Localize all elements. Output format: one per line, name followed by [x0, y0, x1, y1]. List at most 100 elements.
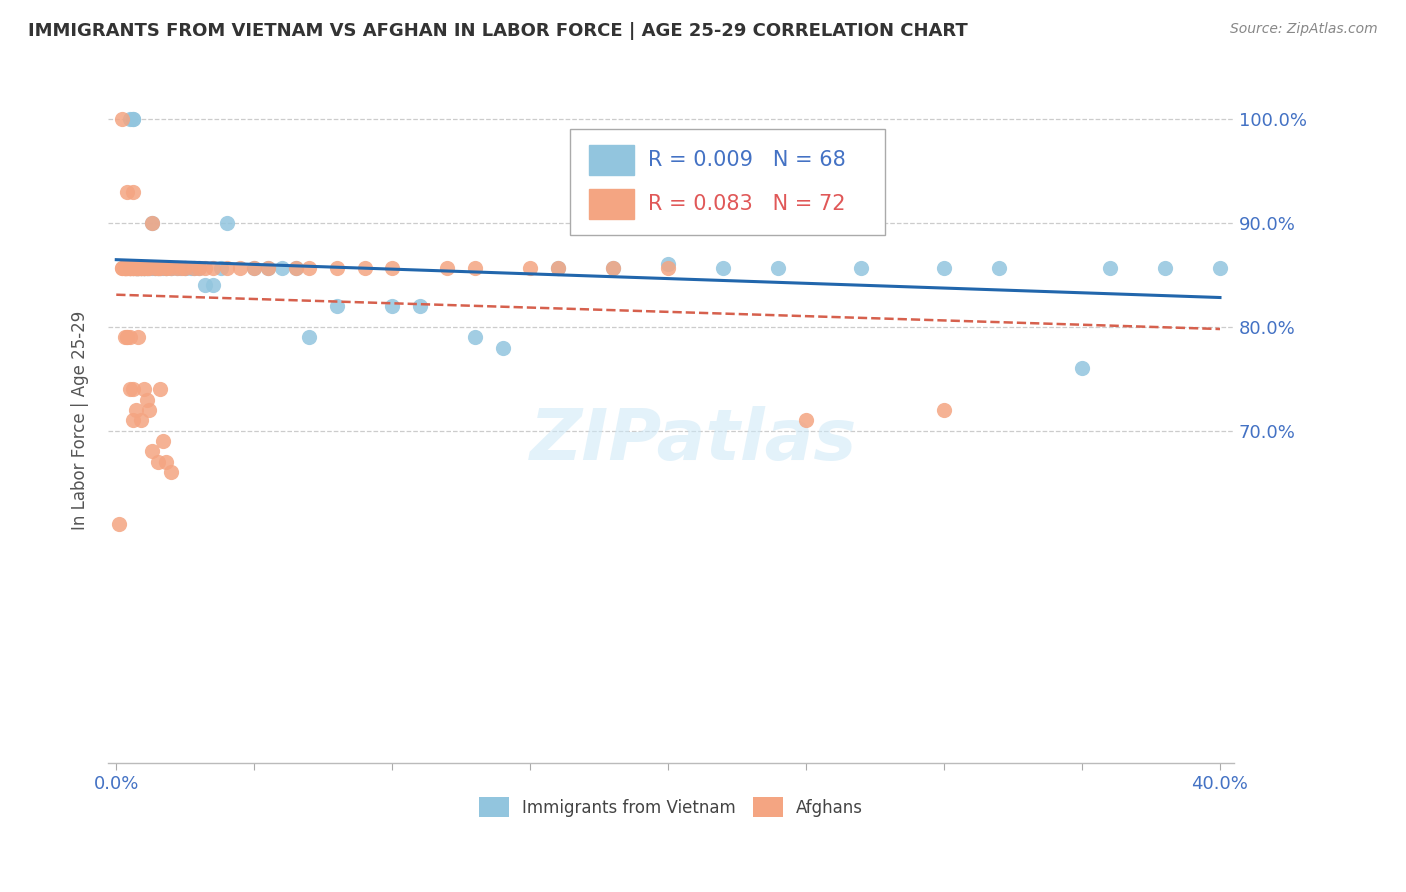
Point [141, 216, 163, 230]
Point [117, 330, 139, 344]
Point [1209, 260, 1232, 275]
Point [124, 260, 146, 275]
Y-axis label: In Labor Force | Age 25-29: In Labor Force | Age 25-29 [72, 310, 89, 530]
Text: Source: ZipAtlas.com: Source: ZipAtlas.com [1230, 22, 1378, 37]
Point [132, 260, 155, 275]
Point [121, 413, 143, 427]
Text: R = 0.083   N = 72: R = 0.083 N = 72 [648, 194, 846, 214]
Point [143, 260, 166, 275]
Point [135, 260, 157, 275]
Point [143, 260, 166, 275]
Point [257, 260, 280, 275]
Point [988, 260, 1011, 275]
Point [1153, 260, 1175, 275]
Point [149, 382, 172, 396]
Point [172, 260, 194, 275]
Point [146, 455, 169, 469]
Text: ZIPatlas: ZIPatlas [530, 407, 858, 475]
Point [166, 260, 188, 275]
Point [138, 260, 160, 275]
Point [124, 403, 146, 417]
Point [932, 403, 955, 417]
Point [121, 260, 143, 275]
Point [155, 260, 177, 275]
Point [127, 260, 149, 275]
Point [114, 260, 136, 275]
Point [243, 260, 266, 275]
Point [169, 260, 191, 275]
Point [155, 260, 177, 275]
Point [209, 260, 232, 275]
Point [932, 260, 955, 275]
Point [111, 260, 134, 275]
Point [201, 278, 224, 293]
Point [124, 260, 146, 275]
Point [135, 260, 157, 275]
Point [114, 330, 136, 344]
Point [284, 260, 307, 275]
Point [166, 260, 188, 275]
Point [120, 260, 142, 275]
Point [124, 260, 146, 275]
Point [326, 260, 349, 275]
Point [121, 260, 143, 275]
Point [201, 260, 224, 275]
Point [127, 260, 149, 275]
Point [129, 260, 152, 275]
Point [120, 382, 142, 396]
Point [127, 260, 149, 275]
Point [132, 260, 155, 275]
Point [464, 330, 486, 344]
Point [121, 260, 143, 275]
Text: R = 0.009   N = 68: R = 0.009 N = 68 [648, 150, 846, 170]
Point [132, 260, 155, 275]
Point [381, 299, 404, 313]
Point [132, 260, 155, 275]
Point [257, 260, 280, 275]
Point [117, 330, 139, 344]
Point [298, 260, 321, 275]
Point [120, 112, 142, 126]
Point [129, 260, 152, 275]
Text: IMMIGRANTS FROM VIETNAM VS AFGHAN IN LABOR FORCE | AGE 25-29 CORRELATION CHART: IMMIGRANTS FROM VIETNAM VS AFGHAN IN LAB… [28, 22, 967, 40]
Point [155, 455, 177, 469]
Point [794, 413, 817, 427]
Point [129, 413, 152, 427]
Point [381, 260, 404, 275]
Point [129, 260, 152, 275]
Point [117, 260, 139, 275]
Point [155, 260, 177, 275]
Point [138, 260, 160, 275]
Point [146, 260, 169, 275]
Point [284, 260, 307, 275]
Point [141, 216, 163, 230]
Point [149, 260, 172, 275]
Point [215, 216, 238, 230]
Point [1071, 361, 1094, 376]
Point [353, 260, 375, 275]
Point [111, 112, 134, 126]
Point [657, 257, 679, 271]
Point [120, 260, 142, 275]
Point [120, 260, 142, 275]
Point [135, 260, 157, 275]
Point [409, 299, 432, 313]
Point [129, 260, 152, 275]
Point [127, 260, 149, 275]
Point [121, 260, 143, 275]
Point [146, 260, 169, 275]
Point [127, 260, 149, 275]
Point [108, 517, 131, 532]
Point [138, 260, 160, 275]
Point [602, 260, 624, 275]
Point [188, 260, 211, 275]
Bar [589, 145, 634, 175]
Point [132, 382, 155, 396]
Point [243, 260, 266, 275]
Point [193, 260, 215, 275]
Point [111, 260, 134, 275]
Point [149, 260, 172, 275]
Point [491, 341, 513, 355]
Point [229, 260, 252, 275]
Point [149, 260, 172, 275]
